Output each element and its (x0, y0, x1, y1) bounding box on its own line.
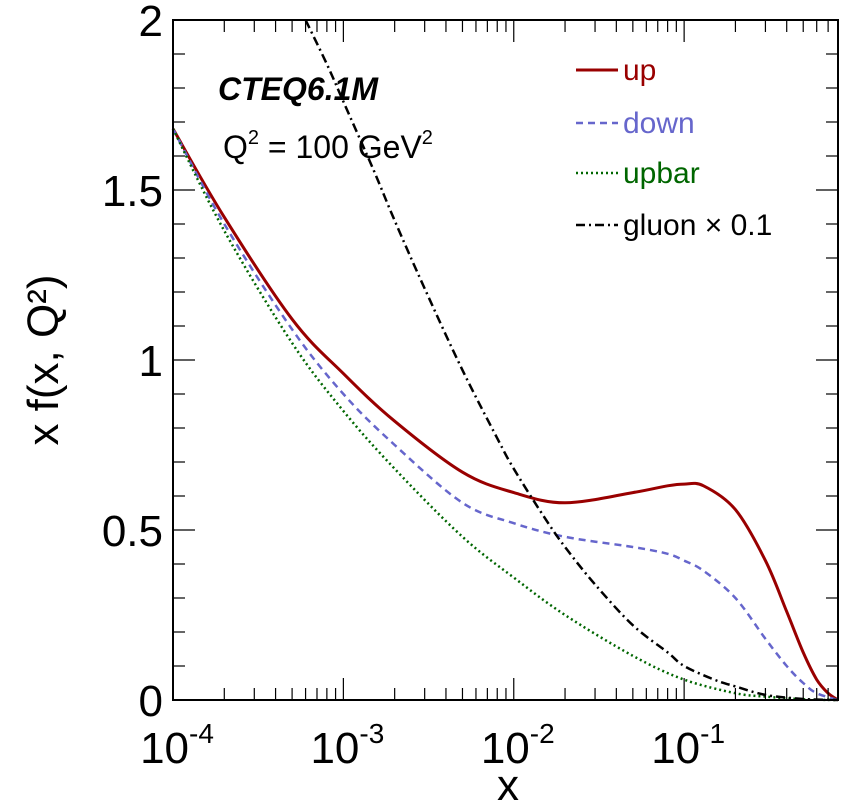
annotation-title: CTEQ6.1M (218, 71, 379, 107)
legend-label: upbar (623, 157, 700, 190)
tick-labels: 0 0.5 1 1.5 2 10-4 10-3 10-2 10-1 (102, 0, 725, 773)
plot-frame (172, 19, 839, 701)
series-line-gluon (304, 19, 839, 702)
legend-label: up (623, 54, 656, 87)
series-line-up (171, 128, 839, 702)
y-tick-label: 1 (139, 337, 163, 386)
y-tick-label: 0 (139, 677, 163, 726)
legend: up down upbar gluon × 0.1 (576, 54, 772, 242)
x-tick-label: 10-4 (140, 718, 214, 773)
x-tick-label: 10-2 (481, 718, 555, 773)
axis-ticks (172, 19, 839, 701)
x-tick-label: 10-1 (651, 718, 725, 773)
annotation-scale: Q2 = 100 GeV2 (223, 127, 433, 165)
x-axis-label: x (497, 761, 519, 809)
series-line-upbar (171, 128, 839, 702)
y-tick-label: 1.5 (102, 167, 163, 216)
curves (171, 19, 839, 702)
y-axis-label: x f(x, Q²) (19, 274, 68, 445)
series-line-down (171, 128, 839, 702)
x-tick-label: 10-3 (310, 718, 384, 773)
legend-label: gluon × 0.1 (623, 209, 772, 242)
y-tick-label: 2 (139, 0, 163, 46)
y-tick-label: 0.5 (102, 507, 163, 556)
legend-label: down (623, 107, 695, 140)
